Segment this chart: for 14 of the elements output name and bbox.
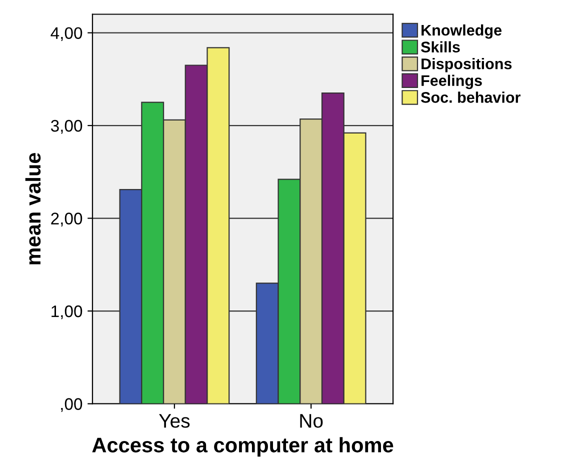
y-tick-label: ,00 xyxy=(61,398,82,412)
legend-label: Knowledge xyxy=(422,24,502,39)
x-tick-label: No xyxy=(300,414,323,428)
y-axis-title: mean value xyxy=(25,152,41,264)
legend-label: Dispositions xyxy=(422,58,512,72)
y-tick-label: 4,00 xyxy=(50,27,82,41)
x-axis-title: Access to a computer at home xyxy=(92,437,394,457)
y-tick-label: 3,00 xyxy=(50,120,82,134)
x-tick-label: Yes xyxy=(159,414,190,428)
y-tick-label: 1,00 xyxy=(52,305,82,320)
y-tick-label: 2,00 xyxy=(51,212,82,226)
legend-label: Soc. behavior xyxy=(420,92,520,103)
legend-label: Feelings xyxy=(422,74,482,90)
legend-label: Skills xyxy=(420,41,460,52)
